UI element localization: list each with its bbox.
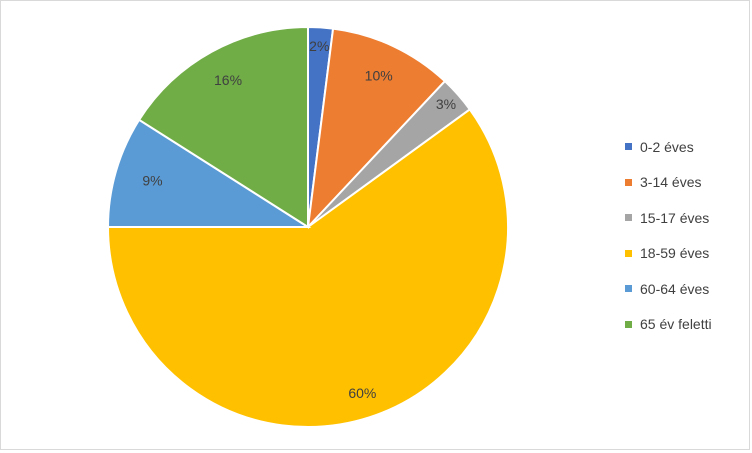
legend-swatch xyxy=(625,178,632,186)
legend-item: 60-64 éves xyxy=(625,271,712,307)
legend-swatch xyxy=(625,285,632,293)
legend-swatch xyxy=(625,320,632,328)
data-label-1: 10% xyxy=(365,68,393,84)
data-label-4: 9% xyxy=(142,173,162,189)
data-label-0: 2% xyxy=(309,38,329,54)
legend-item: 0-2 éves xyxy=(625,129,712,165)
legend-item: 3-14 éves xyxy=(625,165,712,201)
legend-label: 3-14 éves xyxy=(640,174,702,191)
legend-item: 15-17 éves xyxy=(625,200,712,236)
legend-label: 15-17 éves xyxy=(640,209,710,226)
legend-label: 18-59 éves xyxy=(640,245,710,262)
pie-slice-4 xyxy=(106,118,312,228)
legend-item: 65 év feletti xyxy=(625,307,712,343)
pie-slice-3 xyxy=(106,108,509,428)
legend-label: 0-2 éves xyxy=(640,138,694,155)
data-label-5: 16% xyxy=(214,72,242,88)
legend-label: 60-64 éves xyxy=(640,280,710,297)
pie-slice-5 xyxy=(137,25,309,229)
legend-swatch xyxy=(625,143,632,151)
data-label-3: 60% xyxy=(348,385,376,401)
legend-swatch xyxy=(625,214,632,222)
legend: 0-2 éves 3-14 éves 15-17 éves 18-59 éves 60-… xyxy=(625,129,712,342)
legend-item: 18-59 éves xyxy=(625,236,712,272)
data-label-2: 3% xyxy=(436,96,456,112)
legend-label: 65 év feletti xyxy=(640,316,712,333)
pie-slice-1 xyxy=(306,27,447,230)
legend-swatch xyxy=(625,249,632,257)
